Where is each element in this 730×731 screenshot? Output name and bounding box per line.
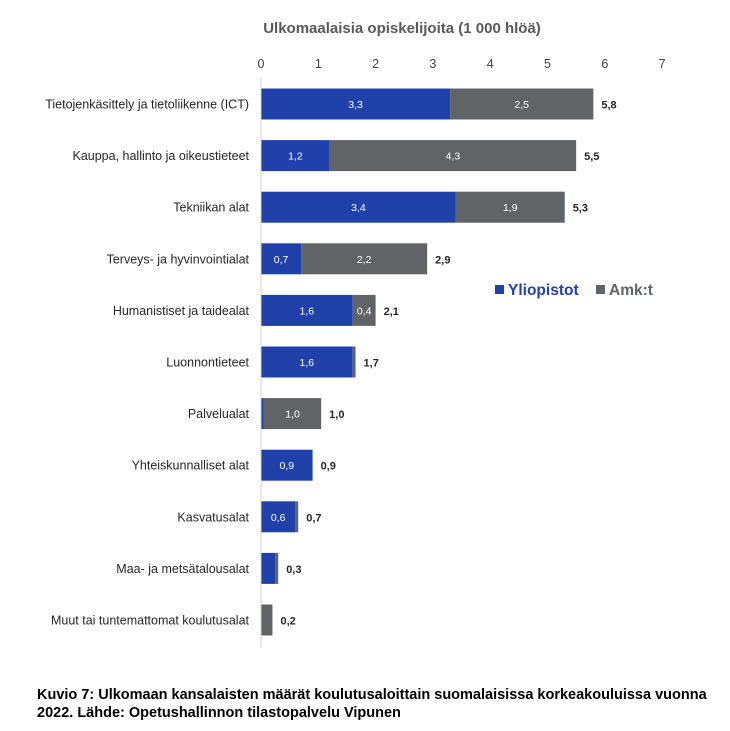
- total-data-label: 5,8: [601, 100, 616, 112]
- total-data-label: 5,3: [573, 203, 588, 215]
- bar-segment: [261, 243, 302, 275]
- segment-data-label: 1,6: [300, 305, 315, 317]
- bar-segment: [455, 191, 565, 223]
- bar-segment: [352, 346, 356, 378]
- bar-segment: [261, 346, 353, 378]
- x-tick-label: 0: [258, 57, 265, 71]
- category-label: Tekniikan alat: [173, 201, 249, 215]
- segment-data-label: 0,7: [274, 254, 289, 266]
- bar-segment: [261, 398, 264, 430]
- bar-segment: [301, 243, 428, 275]
- segment-data-label: 0,9: [279, 460, 294, 472]
- segment-data-label: 1,6: [300, 357, 315, 369]
- category-label: Humanistiset ja taidealat: [113, 304, 250, 318]
- legend-swatch: [596, 285, 605, 294]
- category-label: Terveys- ja hyvinvointialat: [107, 252, 250, 266]
- category-label: Kauppa, hallinto ja oikeustieteet: [72, 149, 249, 163]
- total-data-label: 0,2: [280, 616, 295, 628]
- legend-swatch: [495, 285, 504, 294]
- x-axis-ticks: 0 1 2 3 4 5 6 7: [258, 57, 666, 71]
- bar-segment: [295, 501, 299, 533]
- x-tick-label: 7: [659, 57, 666, 71]
- bar-segment: [261, 604, 273, 636]
- total-data-label: 0,7: [306, 512, 321, 524]
- total-data-label: 5,5: [584, 151, 599, 163]
- bar-segment: [261, 88, 451, 120]
- segment-data-label: 1,0: [285, 409, 300, 421]
- legend-label: Yliopistot: [508, 282, 579, 299]
- segment-data-label: 1,2: [288, 151, 303, 163]
- figure-caption: Kuvio 7: Ulkomaan kansalaisten määrät ko…: [37, 687, 707, 721]
- bar-segment: [450, 88, 594, 120]
- total-data-label: 2,1: [384, 306, 399, 318]
- category-label: Kasvatusalat: [177, 510, 249, 524]
- category-label: Maa- ja metsätalousalat: [116, 562, 249, 576]
- bar-segment: [352, 294, 376, 326]
- bar-segment: [261, 294, 353, 326]
- bar-segment: [329, 140, 577, 172]
- x-tick-label: 4: [487, 57, 494, 71]
- total-data-label: 1,7: [364, 358, 379, 370]
- segment-data-label: 3,3: [348, 99, 363, 111]
- bar-segment: [261, 191, 456, 223]
- segment-data-label: 0,4: [357, 305, 372, 317]
- category-label: Palvelualat: [188, 407, 250, 421]
- bar-segment: [261, 552, 276, 584]
- segment-data-label: 2,2: [357, 254, 372, 266]
- category-label: Muut tai tuntemattomat koulutusalat: [51, 614, 250, 628]
- category-label: Tietojenkäsittely ja tietoliikenne (ICT): [45, 98, 249, 112]
- total-data-label: 0,9: [321, 461, 336, 473]
- segment-data-label: 4,3: [446, 151, 461, 163]
- x-tick-label: 6: [601, 57, 608, 71]
- chart-title: Ulkomaalaisia opiskelijoita (1 000 hlöä): [263, 20, 541, 37]
- total-data-label: 1,0: [329, 409, 344, 421]
- legend: Yliopistot Amk:t: [495, 282, 653, 299]
- segment-data-label: 1,9: [503, 202, 518, 214]
- segment-data-label: 0,6: [271, 512, 286, 524]
- bar-segment: [261, 501, 296, 533]
- bar-segment: [261, 140, 330, 172]
- legend-label: Amk:t: [609, 282, 653, 299]
- bar-segment: [275, 552, 279, 584]
- category-label: Luonnontieteet: [166, 356, 249, 370]
- total-data-label: 0,3: [286, 564, 301, 576]
- segment-data-label: 3,4: [351, 202, 366, 214]
- total-data-label: 2,9: [435, 254, 450, 266]
- x-tick-label: 5: [544, 57, 551, 71]
- bar-segment: [261, 449, 313, 481]
- x-tick-label: 1: [315, 57, 322, 71]
- segment-data-label: 2,5: [514, 99, 529, 111]
- x-tick-label: 2: [372, 57, 379, 71]
- x-tick-label: 3: [429, 57, 436, 71]
- bar-area: Tietojenkäsittely ja tietoliikenne (ICT)…: [45, 88, 617, 636]
- category-label: Yhteiskunnalliset alat: [132, 459, 250, 473]
- bar-segment: [263, 398, 322, 430]
